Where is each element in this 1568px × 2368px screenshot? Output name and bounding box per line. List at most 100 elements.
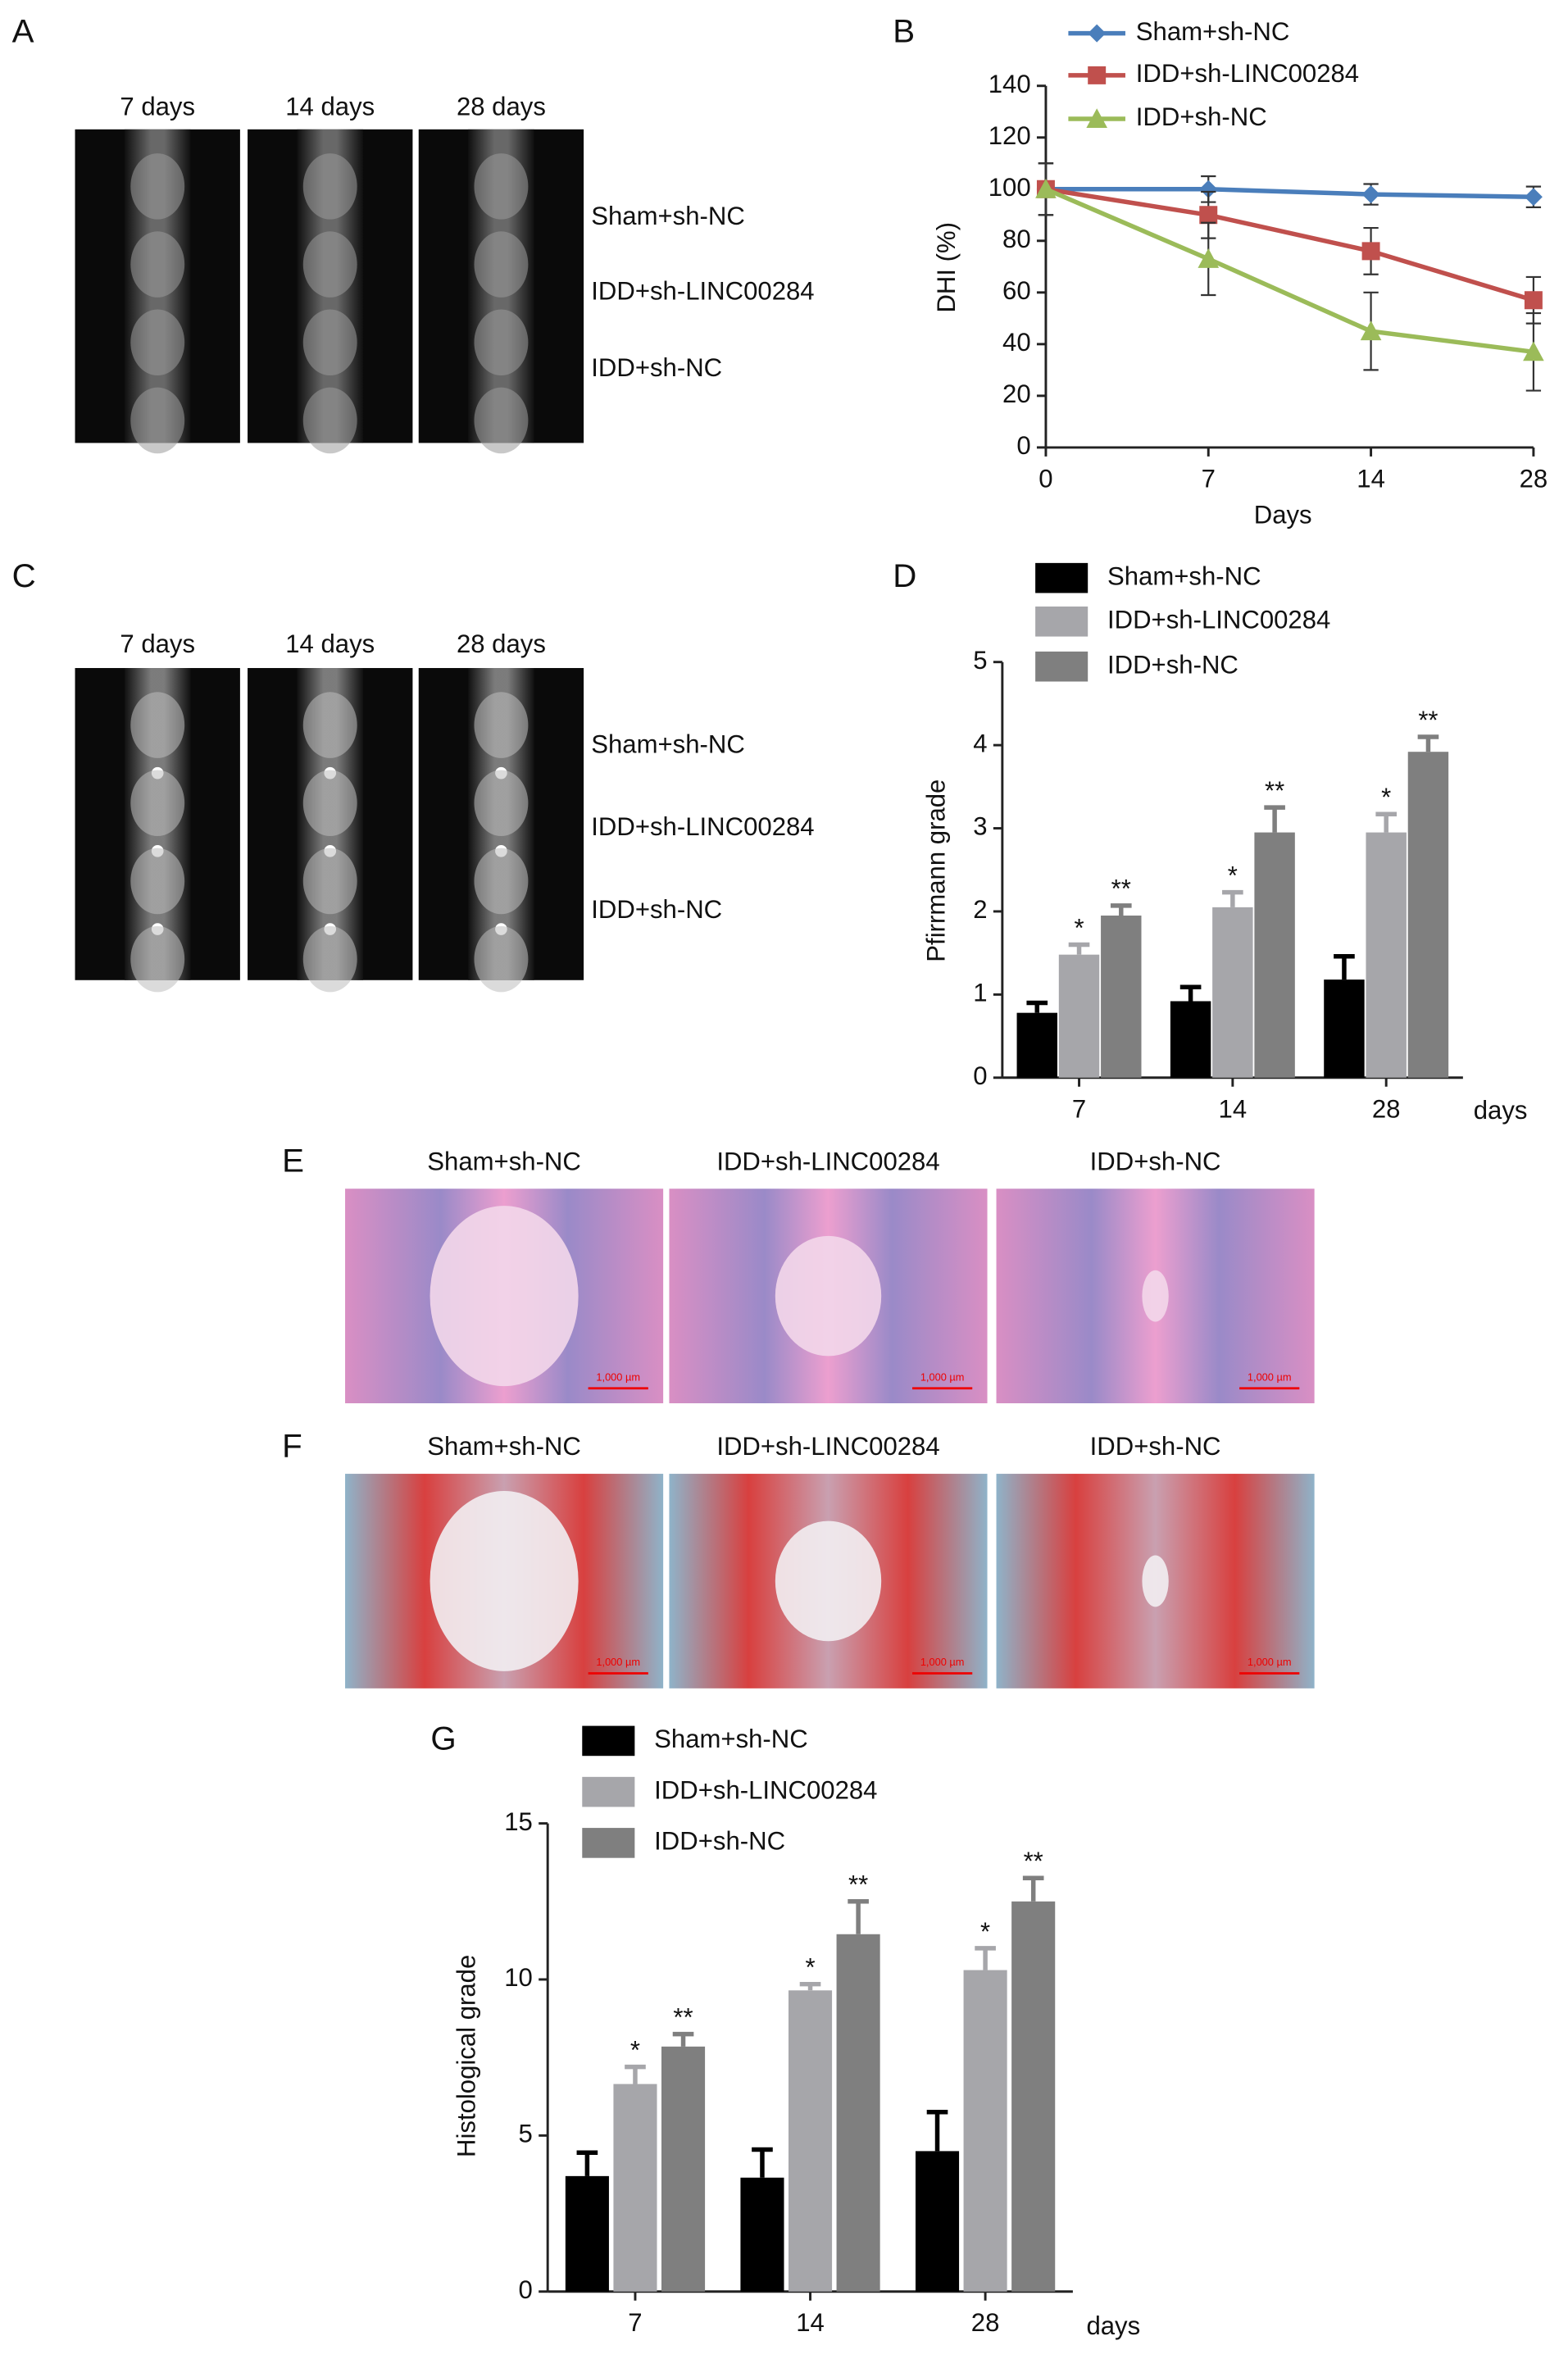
vertebra	[130, 848, 185, 915]
marker	[1361, 185, 1380, 204]
panel-letter: E	[282, 1143, 304, 1179]
row-label: IDD+sh-NC	[591, 895, 722, 924]
vertebra	[302, 925, 357, 993]
x-tick-label: 28	[971, 2308, 1000, 2337]
error-bar	[1375, 811, 1398, 833]
y-tick-label: 0	[973, 1061, 987, 1090]
panel-letter: A	[12, 12, 34, 49]
y-tick-label: 5	[973, 646, 987, 675]
row-label: IDD+sh-LINC00284	[591, 277, 814, 306]
error-bar	[848, 1899, 869, 1934]
marker	[1361, 242, 1380, 261]
y-tick-label: 4	[973, 729, 987, 757]
error-bar	[1110, 903, 1132, 916]
x-tick-label: 0	[1039, 464, 1052, 493]
column-label: Sham+sh-NC	[427, 1147, 581, 1175]
error-bar	[1417, 734, 1439, 752]
nucleus	[429, 1490, 579, 1671]
scale-bar-label: 1,000 µm	[920, 1656, 965, 1668]
marker	[1199, 206, 1218, 225]
nucleus	[1142, 1270, 1169, 1322]
column-label: 7 days	[120, 629, 195, 658]
vertebra	[474, 692, 529, 758]
legend-label: IDD+sh-NC	[1107, 650, 1238, 679]
vertebra	[474, 309, 529, 376]
bar	[740, 2177, 784, 2292]
vertebra	[130, 925, 185, 993]
bar	[1101, 916, 1142, 1078]
row-label: IDD+sh-LINC00284	[591, 812, 814, 841]
x-tick-label: 14	[1219, 1094, 1248, 1123]
bar	[1254, 832, 1295, 1078]
y-tick-label: 140	[989, 70, 1031, 98]
vertebra	[474, 925, 529, 993]
bar	[836, 1934, 880, 2292]
vertebra	[474, 770, 529, 837]
nucleus	[775, 1235, 882, 1357]
significance: *	[980, 1917, 990, 1946]
x-tick-label: 7	[628, 2308, 642, 2337]
scale-bar-label: 1,000 µm	[596, 1370, 640, 1383]
error-bar	[1222, 889, 1243, 907]
vertebra	[474, 231, 529, 298]
x-tick-label: 14	[796, 2308, 825, 2337]
panel-letter: B	[893, 12, 915, 49]
scale-bar-label: 1,000 µm	[1248, 1370, 1292, 1383]
error-bar	[926, 2110, 948, 2152]
error-bar	[1334, 953, 1355, 980]
error-bar	[1022, 1875, 1044, 1902]
y-axis-label: DHI (%)	[932, 222, 961, 313]
error-bar	[975, 1946, 996, 1970]
legend-swatch	[1035, 562, 1089, 593]
significance: *	[1381, 783, 1391, 811]
y-tick-label: 15	[504, 1807, 533, 1836]
x-tick-label: 28	[1520, 464, 1548, 493]
x-axis-unit: days	[1086, 2311, 1140, 2340]
column-label: IDD+sh-LINC00284	[716, 1147, 939, 1175]
column-label: 28 days	[457, 92, 546, 120]
vertebra	[130, 387, 185, 454]
x-tick-label: 7	[1072, 1094, 1086, 1123]
vertebra	[474, 848, 529, 915]
y-tick-label: 100	[989, 173, 1031, 202]
error-bar	[1026, 1000, 1048, 1013]
legend-swatch	[582, 1725, 635, 1757]
column-label: 7 days	[120, 92, 195, 120]
bar	[565, 2175, 609, 2292]
y-tick-label: 0	[519, 2275, 533, 2304]
marker	[1035, 178, 1057, 198]
marker	[1524, 188, 1543, 207]
x-tick-label: 14	[1357, 464, 1385, 493]
vertebra	[302, 692, 357, 758]
error-bar	[1264, 805, 1285, 833]
y-tick-label: 1	[973, 979, 987, 1007]
marker	[1198, 248, 1220, 268]
panel-letter: F	[282, 1428, 302, 1465]
y-tick-label: 60	[1002, 276, 1031, 305]
panel-letter: D	[893, 557, 916, 594]
y-tick-label: 20	[1002, 380, 1031, 408]
error-bar	[752, 2147, 773, 2178]
column-label: 28 days	[457, 629, 546, 658]
error-bar	[1068, 942, 1090, 955]
bar	[1016, 1012, 1057, 1078]
nucleus	[775, 1520, 882, 1642]
bar	[788, 1990, 833, 2292]
line	[1045, 187, 1534, 302]
y-tick-label: 40	[1002, 328, 1031, 357]
y-tick-label: 0	[1016, 431, 1030, 460]
error-bar	[799, 1981, 821, 1991]
vertebra	[130, 153, 185, 220]
significance: **	[1111, 875, 1131, 903]
marker	[1199, 180, 1218, 198]
legend-label: IDD+sh-LINC00284	[1107, 605, 1330, 634]
legend-label: IDD+sh-LINC00284	[654, 1775, 877, 1804]
y-tick-label: 80	[1002, 225, 1031, 253]
nucleus	[429, 1206, 579, 1387]
legend-label: IDD+sh-LINC00284	[1136, 59, 1359, 88]
y-tick-label: 2	[973, 895, 987, 924]
bar	[1407, 752, 1449, 1078]
scale-bar-label: 1,000 µm	[596, 1656, 640, 1668]
column-label: IDD+sh-NC	[1090, 1432, 1221, 1461]
bar	[1212, 907, 1253, 1078]
